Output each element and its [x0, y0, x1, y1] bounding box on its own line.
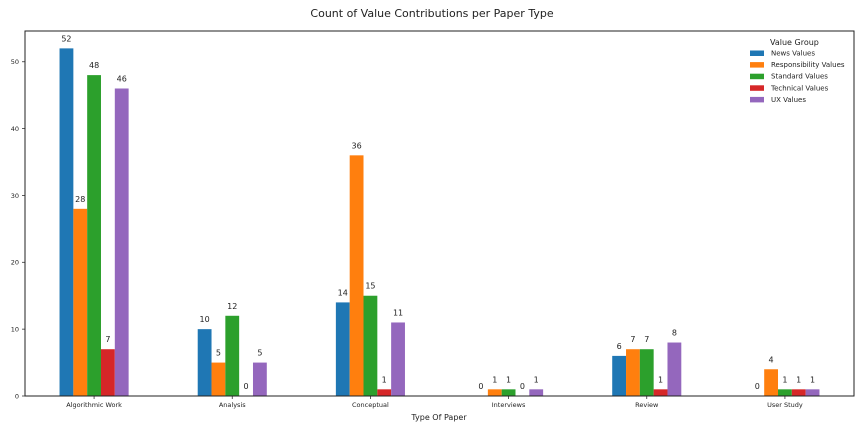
data-label: 12: [227, 302, 237, 311]
bar: [501, 389, 516, 396]
bar: [667, 342, 682, 396]
data-label: 1: [492, 375, 497, 384]
data-label: 0: [478, 382, 483, 391]
data-label: 5: [257, 349, 262, 358]
bar: [211, 362, 226, 396]
legend-entry: UX Values: [771, 96, 806, 104]
bar: [87, 75, 101, 397]
bar: [59, 48, 74, 396]
x-tick-label: Review: [635, 401, 659, 409]
y-tick-label: 40: [11, 125, 19, 133]
bar: [100, 349, 115, 396]
legend-entry: Standard Values: [771, 73, 828, 81]
data-label: 28: [75, 195, 85, 204]
bar: [225, 315, 240, 396]
y-tick-label: 10: [11, 325, 19, 333]
data-label: 0: [520, 382, 525, 391]
data-label: 10: [200, 315, 210, 324]
bar: [391, 322, 405, 396]
legend-entry: News Values: [771, 50, 815, 58]
bar: [487, 389, 502, 396]
data-label: 6: [617, 342, 622, 351]
x-tick-label: User Study: [767, 401, 803, 409]
data-label: 11: [393, 308, 403, 317]
bar: [363, 295, 378, 396]
data-label: 14: [338, 288, 348, 297]
data-label: 46: [117, 74, 127, 83]
y-tick-label: 30: [11, 192, 19, 200]
x-axis-label: Type Of Paper: [410, 413, 467, 422]
data-label: 7: [644, 335, 649, 344]
data-label: 1: [506, 375, 511, 384]
data-label: 1: [796, 375, 801, 384]
data-label: 1: [782, 375, 787, 384]
data-label: 1: [534, 375, 539, 384]
x-tick-label: Conceptual: [352, 401, 389, 409]
bar: [626, 349, 640, 396]
data-label: 1: [810, 375, 815, 384]
data-label: 1: [382, 375, 387, 384]
data-label: 1: [658, 375, 663, 384]
y-tick-label: 20: [11, 259, 19, 267]
bar: [349, 155, 364, 396]
legend-swatch: [750, 96, 764, 103]
legend-entry: Responsibility Values: [771, 61, 845, 69]
y-tick-label: 0: [15, 392, 19, 400]
data-label: 48: [89, 61, 99, 70]
bar: [114, 88, 129, 397]
legend-swatch: [750, 62, 764, 68]
axes-frame: [24, 30, 855, 397]
data-label: 0: [244, 382, 249, 391]
legend-entry: Technical Values: [770, 84, 829, 92]
legend-swatch: [750, 50, 764, 56]
x-tick-label: Interviews: [492, 401, 526, 409]
bar: [791, 389, 806, 396]
bar: [252, 362, 267, 396]
x-tick-label: Algorithmic Work: [66, 401, 122, 409]
bar: [73, 208, 88, 396]
bar: [197, 329, 212, 396]
bar: [529, 389, 544, 396]
bar: [653, 389, 668, 396]
data-label: 15: [365, 282, 375, 291]
data-label: 7: [105, 335, 110, 344]
y-tick-label: 50: [11, 58, 19, 66]
data-label: 7: [630, 335, 635, 344]
bar: [612, 355, 627, 396]
data-label: 0: [755, 382, 760, 391]
bar: [335, 302, 350, 396]
legend-swatch: [750, 73, 764, 80]
data-label: 5: [216, 349, 221, 358]
data-label: 4: [769, 355, 774, 364]
legend: Value Group News Values Responsibility Val…: [750, 38, 845, 104]
x-tick-label: Analysis: [219, 401, 246, 409]
legend-title: Value Group: [770, 38, 819, 47]
bar: [377, 389, 392, 396]
bar: [778, 389, 792, 396]
bar: [639, 349, 654, 396]
bar: [805, 389, 820, 396]
legend-swatch: [750, 85, 764, 91]
bar: [764, 369, 779, 396]
data-label: 52: [61, 34, 71, 43]
data-label: 8: [672, 329, 677, 338]
data-label: 36: [352, 141, 362, 150]
chart-title: Count of Value Contributions per Paper T…: [310, 7, 553, 20]
